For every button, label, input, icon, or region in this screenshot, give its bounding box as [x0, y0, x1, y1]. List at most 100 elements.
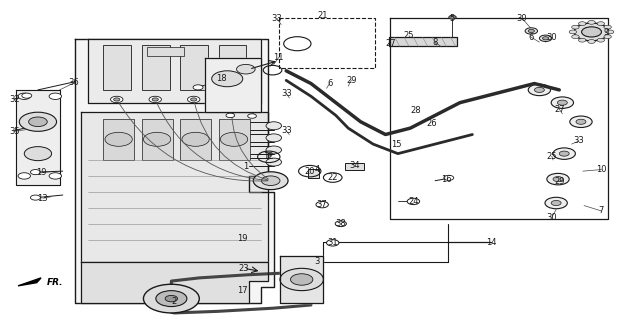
Text: 11: 11 [274, 53, 284, 62]
Circle shape [144, 284, 199, 313]
Circle shape [280, 268, 323, 291]
Text: 12: 12 [264, 152, 274, 161]
Circle shape [266, 146, 282, 154]
Circle shape [165, 295, 177, 302]
Circle shape [24, 147, 52, 161]
Text: 9: 9 [603, 28, 608, 37]
Polygon shape [16, 90, 60, 186]
Text: 29: 29 [554, 177, 565, 186]
Circle shape [316, 201, 328, 208]
Circle shape [266, 134, 282, 142]
Circle shape [30, 170, 40, 175]
Bar [142, 45, 170, 90]
Circle shape [211, 71, 243, 87]
Text: 28: 28 [410, 106, 420, 115]
Circle shape [604, 35, 611, 39]
Bar [345, 163, 364, 170]
Text: 30: 30 [547, 213, 557, 222]
Circle shape [248, 114, 256, 118]
Text: 3: 3 [315, 258, 320, 267]
Circle shape [226, 113, 234, 118]
Bar [103, 119, 134, 160]
Circle shape [105, 132, 132, 146]
Text: 37: 37 [317, 200, 328, 209]
Text: 20: 20 [305, 167, 315, 176]
Text: 16: 16 [441, 175, 452, 184]
Circle shape [525, 28, 537, 34]
Text: 19: 19 [238, 234, 248, 243]
Text: 27: 27 [554, 105, 565, 114]
Circle shape [290, 274, 313, 285]
Text: 7: 7 [599, 206, 604, 215]
Text: 30: 30 [517, 14, 527, 23]
Text: 38: 38 [335, 219, 346, 228]
Bar [147, 47, 183, 56]
Circle shape [18, 93, 30, 100]
Circle shape [49, 173, 62, 179]
Circle shape [144, 132, 171, 146]
Text: 10: 10 [596, 165, 606, 174]
Bar [103, 45, 131, 90]
Text: 22: 22 [327, 173, 338, 182]
Polygon shape [18, 278, 41, 286]
Text: 25: 25 [547, 152, 557, 161]
Circle shape [572, 35, 579, 39]
Circle shape [190, 98, 197, 101]
Text: 5: 5 [450, 14, 455, 23]
Circle shape [576, 119, 586, 124]
Circle shape [553, 177, 563, 182]
Circle shape [261, 176, 280, 186]
Text: 33: 33 [271, 14, 282, 23]
Circle shape [253, 172, 288, 190]
Circle shape [606, 30, 614, 34]
Text: 13: 13 [37, 194, 49, 203]
Circle shape [542, 37, 549, 40]
Circle shape [582, 27, 601, 37]
Circle shape [547, 173, 569, 185]
Circle shape [588, 20, 595, 24]
Text: 18: 18 [216, 74, 226, 83]
Text: 2: 2 [172, 297, 177, 306]
Circle shape [578, 22, 586, 26]
Circle shape [574, 23, 609, 41]
Circle shape [220, 132, 248, 146]
Bar [279, 18, 375, 68]
Bar [180, 45, 208, 90]
Circle shape [30, 195, 40, 200]
Circle shape [559, 151, 569, 156]
Text: 30: 30 [547, 33, 557, 42]
Circle shape [152, 98, 159, 101]
Text: 24: 24 [408, 197, 419, 206]
Polygon shape [81, 112, 267, 262]
Text: 33: 33 [281, 89, 292, 98]
Circle shape [114, 98, 120, 101]
Circle shape [29, 117, 47, 126]
Bar [389, 37, 457, 46]
Text: 19: 19 [36, 168, 46, 177]
Circle shape [588, 40, 595, 44]
Circle shape [266, 158, 282, 166]
Circle shape [156, 291, 187, 307]
Circle shape [111, 96, 123, 103]
Circle shape [266, 122, 282, 130]
Polygon shape [280, 256, 323, 303]
Text: 21: 21 [317, 11, 327, 20]
Circle shape [236, 64, 255, 74]
Text: 8: 8 [432, 38, 438, 47]
Text: 15: 15 [391, 140, 402, 148]
Bar [218, 119, 249, 160]
Circle shape [528, 84, 550, 96]
Text: 32: 32 [9, 95, 20, 104]
Circle shape [407, 198, 420, 204]
Text: 23: 23 [239, 264, 249, 273]
Circle shape [570, 116, 592, 127]
Circle shape [528, 29, 534, 33]
Circle shape [444, 175, 453, 180]
Polygon shape [88, 39, 261, 103]
Text: FR.: FR. [47, 278, 63, 287]
Text: 1: 1 [243, 162, 248, 171]
Text: 33: 33 [573, 136, 585, 145]
Text: 29: 29 [346, 76, 356, 85]
Polygon shape [205, 58, 261, 112]
Circle shape [604, 25, 611, 29]
